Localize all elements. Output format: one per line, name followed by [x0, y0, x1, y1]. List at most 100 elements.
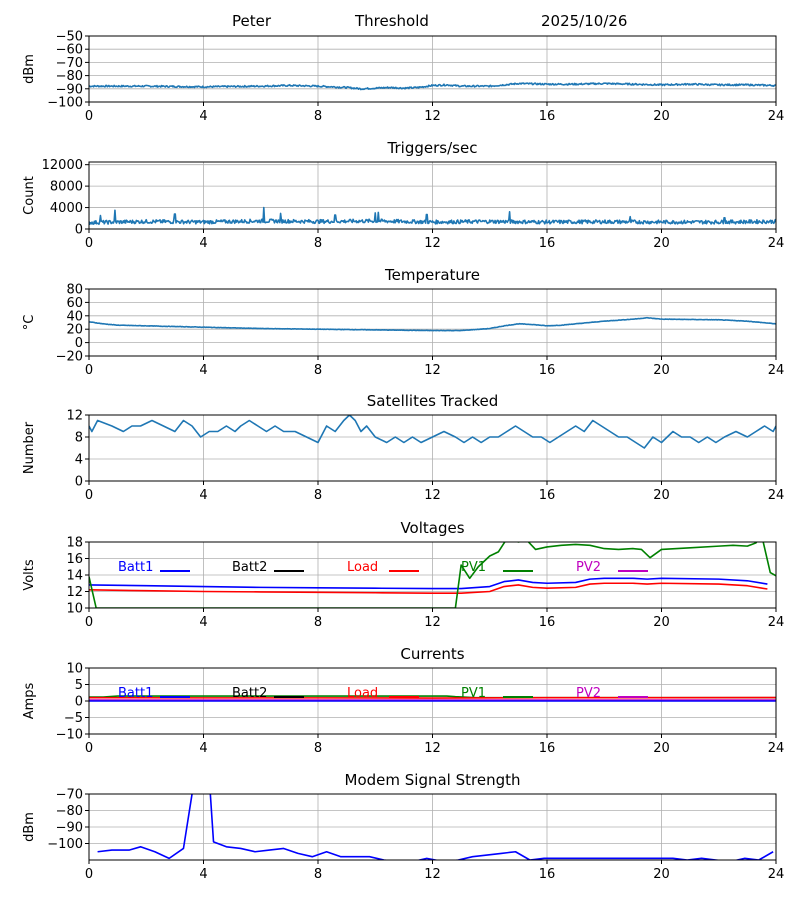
- x-tick-label: 12: [424, 867, 441, 882]
- x-tick-label: 16: [539, 615, 556, 630]
- y-tick-label: 18: [66, 536, 83, 551]
- legend-label: Batt1: [118, 560, 153, 575]
- x-tick-label: 12: [424, 236, 441, 251]
- y-tick-label: 10: [66, 602, 83, 617]
- y-axis-label: dBm: [22, 812, 37, 842]
- legend-label: Batt1: [118, 686, 153, 701]
- y-tick-label: 4: [75, 453, 83, 468]
- legend-item-batt1: Batt1: [118, 560, 190, 575]
- x-tick-label: 12: [424, 488, 441, 503]
- y-axis-label: dBm: [22, 54, 37, 84]
- x-tick-label: 4: [199, 236, 207, 251]
- legend-item-pv1: PV1: [461, 560, 533, 575]
- header-date: 2025/10/26: [541, 12, 628, 30]
- chart-title: Triggers/sec: [387, 139, 478, 157]
- x-tick-label: 24: [768, 109, 785, 124]
- y-tick-label: −80: [56, 69, 83, 84]
- y-tick-label: 8: [75, 431, 83, 446]
- x-tick-label: 16: [539, 488, 556, 503]
- y-axis-label: Amps: [22, 682, 37, 719]
- x-tick-label: 0: [85, 867, 93, 882]
- series-line-load: [89, 582, 768, 594]
- y-tick-label: −90: [56, 821, 83, 836]
- y-axis-label: Volts: [22, 559, 37, 591]
- series-line: [89, 316, 776, 332]
- y-tick-label: 40: [66, 309, 83, 324]
- y-tick-label: −70: [56, 788, 83, 803]
- y-tick-label: −80: [56, 804, 83, 819]
- y-tick-label: −100: [47, 96, 83, 111]
- y-tick-label: 0: [75, 223, 83, 238]
- x-tick-label: 4: [199, 867, 207, 882]
- x-tick-label: 20: [653, 741, 670, 756]
- legend-item-batt1: Batt1: [118, 686, 190, 701]
- chart-currents: 0 4 8 12 16 20 24 −10 −50 510 Currents Amps Batt1 Bat…: [22, 645, 784, 756]
- x-tick-label: 24: [768, 488, 785, 503]
- x-tick-label: 12: [424, 615, 441, 630]
- legend-item-pv2: PV2: [576, 686, 648, 701]
- chart-satellites: 0 4 8 12 16 20 24 0 4 8 12 Satellites Tracked Number: [22, 392, 784, 503]
- chart-modem: 0 4 8 12 16 20 24 −100−90 −80−70 Modem Signal Str…: [22, 771, 784, 882]
- series-group: [89, 316, 776, 332]
- y-axis-label: Number: [22, 421, 37, 474]
- header-name: Peter: [232, 12, 272, 30]
- x-tick-label: 24: [768, 741, 785, 756]
- series-group: [89, 415, 776, 449]
- x-tick-label: 20: [653, 363, 670, 378]
- x-tick-label: 8: [314, 109, 322, 124]
- x-tick-label: 16: [539, 867, 556, 882]
- y-tick-label: 0: [75, 336, 83, 351]
- y-tick-label: −5: [64, 711, 83, 726]
- y-tick-label: 10: [66, 662, 83, 677]
- x-tick-label: 4: [199, 109, 207, 124]
- x-tick-label: 0: [85, 741, 93, 756]
- x-tick-label: 20: [653, 236, 670, 251]
- x-tick-label: 4: [199, 615, 207, 630]
- y-tick-label: −50: [56, 30, 83, 45]
- y-tick-label: 80: [66, 283, 83, 298]
- x-tick-label: 24: [768, 363, 785, 378]
- y-tick-label: −20: [56, 350, 83, 365]
- y-axis-label: Count: [22, 176, 37, 215]
- x-tick-label: 20: [653, 615, 670, 630]
- series-line: [89, 415, 776, 449]
- y-tick-label: 8000: [50, 180, 83, 195]
- legend-item-pv2: PV2: [576, 560, 648, 575]
- y-tick-label: 4000: [50, 201, 83, 216]
- legend-label: Load: [347, 686, 378, 701]
- x-tick-label: 4: [199, 488, 207, 503]
- legend-label: PV2: [576, 560, 601, 575]
- y-tick-label: 14: [66, 569, 83, 584]
- legend-label: PV1: [461, 560, 486, 575]
- legend-label: PV2: [576, 686, 601, 701]
- y-axis-label: °C: [22, 315, 37, 331]
- x-tick-label: 8: [314, 363, 322, 378]
- y-tick-label: −10: [56, 728, 83, 743]
- series-line-modem: [97, 794, 774, 860]
- series-line-load: [89, 696, 776, 699]
- chart-triggers: 0 4 8 12 16 20 24 0 4000 8000 12000 Triggers/sec Cou…: [22, 139, 784, 251]
- x-tick-label: 24: [768, 615, 785, 630]
- x-tick-label: 0: [85, 363, 93, 378]
- y-tick-label: 0: [75, 475, 83, 490]
- series-group: [97, 794, 774, 860]
- legend-label: Batt2: [232, 560, 267, 575]
- x-tick-label: 0: [85, 615, 93, 630]
- x-tick-label: 12: [424, 363, 441, 378]
- x-tick-label: 8: [314, 236, 322, 251]
- chart-title: Voltages: [400, 519, 464, 537]
- legend-item-batt2: Batt2: [232, 560, 304, 575]
- series-group: [89, 695, 776, 702]
- x-tick-label: 16: [539, 109, 556, 124]
- y-tick-label: −70: [56, 56, 83, 71]
- x-tick-label: 20: [653, 867, 670, 882]
- x-tick-label: 8: [314, 741, 322, 756]
- legend-label: Load: [347, 560, 378, 575]
- x-tick-label: 24: [768, 867, 785, 882]
- chart-title: Satellites Tracked: [367, 392, 498, 410]
- series-line: [89, 206, 776, 226]
- x-tick-label: 0: [85, 109, 93, 124]
